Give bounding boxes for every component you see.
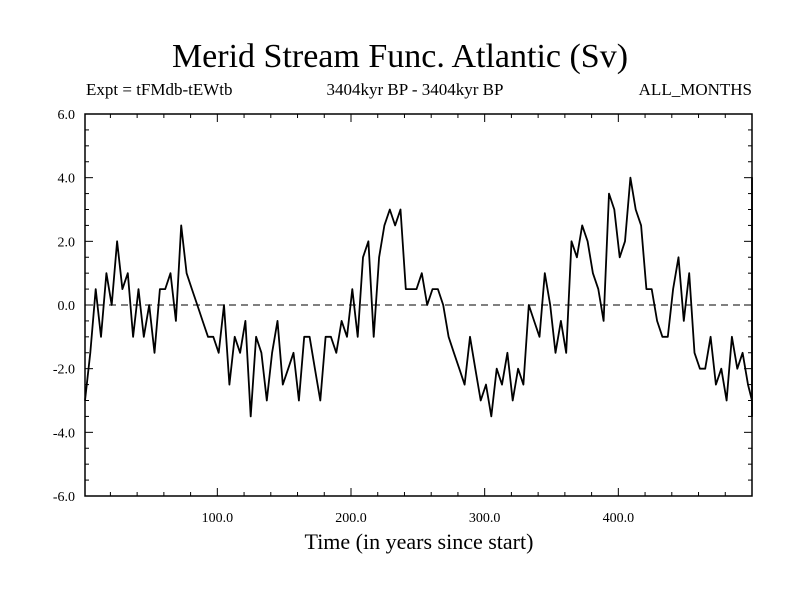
y-tick-label: -4.0 [53, 426, 75, 441]
x-tick-label: 200.0 [335, 511, 367, 526]
axes: 100.0 200.0 300.0 400.0 6.0 4.0 2.0 0.0 -2.0 -4.0… [53, 108, 753, 526]
y-tick-label: 0.0 [58, 299, 76, 314]
x-axis-label: Time (in years since start) [305, 529, 534, 554]
y-tick-label: 6.0 [58, 108, 76, 123]
y-tick-label: -2.0 [53, 363, 75, 378]
series-line-0 [84, 176, 753, 418]
time-range-label: 3404kyr BP - 3404kyr BP [326, 80, 504, 99]
x-tick-label: 400.0 [603, 511, 635, 526]
experiment-label: Expt = tFMdb-tEWtb [86, 80, 233, 99]
x-tick-label: 100.0 [202, 511, 234, 526]
y-tick-label: -6.0 [53, 490, 75, 505]
x-tick-label: 300.0 [469, 511, 501, 526]
months-label: ALL_MONTHS [638, 80, 752, 99]
y-tick-label: 4.0 [58, 172, 76, 187]
chart-title: Merid Stream Func. Atlantic (Sv) [171, 38, 629, 75]
plot-area [84, 176, 753, 418]
y-tick-label: 2.0 [58, 235, 76, 250]
